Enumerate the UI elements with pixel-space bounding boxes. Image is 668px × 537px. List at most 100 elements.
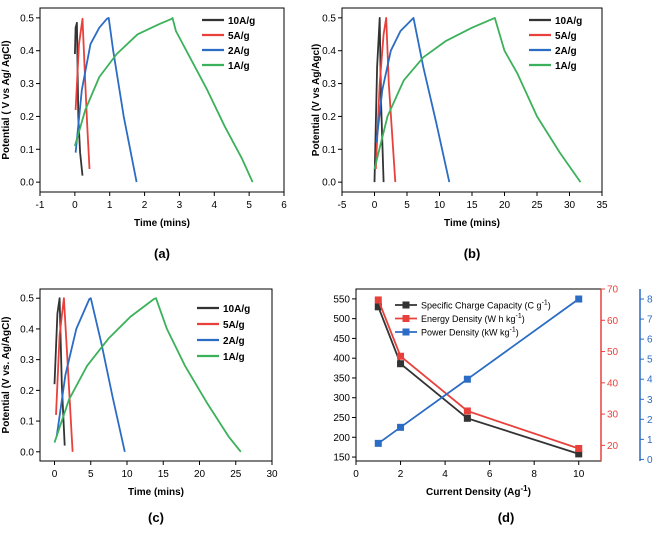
chart-panel-b: -5 0 5 10 15 20 25 30 35 0.0 0.1 0.2 0.3 0.4 0.5 Time (… xyxy=(311,7,608,261)
x-tick-label: 3 xyxy=(177,200,183,211)
data-point xyxy=(397,423,405,431)
y-tick-label: 0.5 xyxy=(20,294,34,305)
x-tick-label: 30 xyxy=(564,200,576,211)
data-point xyxy=(397,352,405,360)
x-tick-label: 15 xyxy=(158,469,170,480)
y-tick-label: 200 xyxy=(333,433,350,444)
y3-tick-label: 8 xyxy=(647,295,653,306)
legend-label: Power Density (kW kg-1) xyxy=(421,327,519,338)
data-point xyxy=(463,414,471,422)
legend-label: 10A/g xyxy=(555,16,582,27)
y-axis-label: Potential ( V vs Ag/ AgCl) xyxy=(1,40,12,159)
legend-label: 5A/g xyxy=(223,320,245,331)
data-point xyxy=(374,439,382,447)
x-tick-label: 15 xyxy=(466,200,478,211)
legend-label: 1A/g xyxy=(555,61,577,72)
y2-tick-label: 70 xyxy=(607,285,619,296)
x-tick-label: 25 xyxy=(531,200,543,211)
x-tick-label: 35 xyxy=(596,200,608,211)
x-tick-label: 2 xyxy=(142,200,148,211)
y2-tick-label: 50 xyxy=(607,347,619,358)
legend-label: Specific Charge Capacity (C g-1) xyxy=(421,300,551,311)
legend-marker xyxy=(402,301,410,309)
y3-tick-label: 2 xyxy=(647,415,653,426)
data-point xyxy=(575,444,583,452)
legend-label: 10A/g xyxy=(228,16,255,27)
legend-label: 1A/g xyxy=(223,352,245,363)
series-line xyxy=(377,298,580,445)
y-tick-label: 0.3 xyxy=(20,355,34,366)
series-line xyxy=(375,16,451,183)
data-point xyxy=(374,303,382,311)
legend-label: 5A/g xyxy=(228,31,250,42)
x-tick-label: 25 xyxy=(230,469,242,480)
data-point xyxy=(397,360,405,368)
series-line xyxy=(374,16,397,183)
x-tick-label: 5 xyxy=(246,200,252,211)
y2-tick-label: 40 xyxy=(607,378,619,389)
y3-tick-label: 0 xyxy=(647,455,653,466)
y-tick-label: 0.3 xyxy=(20,79,34,90)
y-tick-label: 550 xyxy=(333,294,350,305)
x-axis-label: Time (mins) xyxy=(444,218,500,229)
y2-tick-label: 60 xyxy=(607,316,619,327)
x-tick-label: 6 xyxy=(281,200,287,211)
legend-label: 2A/g xyxy=(228,46,250,57)
series-line xyxy=(373,16,582,183)
series-line xyxy=(377,299,579,450)
series-line xyxy=(55,297,74,452)
y-axis-label: Potential (V vs. Ag/AgCl) xyxy=(1,317,12,434)
x-axis-label: Time (mins) xyxy=(134,218,190,229)
x-tick-label: 5 xyxy=(88,469,94,480)
y3-tick-label: 4 xyxy=(647,375,653,386)
data-point xyxy=(575,295,583,303)
legend-label: Energy Density (W h kg-1) xyxy=(421,313,525,324)
series-line xyxy=(74,16,254,183)
legend-label: 5A/g xyxy=(555,31,577,42)
y-tick-label: 0.4 xyxy=(322,46,336,57)
chart-panel-d: 0 2 4 6 8 10150200250300350400450500550203040… xyxy=(333,285,653,526)
x-tick-label: 0 xyxy=(72,200,78,211)
y-tick-label: 0.1 xyxy=(322,145,336,156)
y2-tick-label: 20 xyxy=(607,441,619,452)
plot-frame xyxy=(39,288,273,462)
x-tick-label: -5 xyxy=(338,200,347,211)
panel-label: (a) xyxy=(154,246,170,261)
series-line xyxy=(55,297,126,452)
x-tick-label: 5 xyxy=(404,200,410,211)
y-tick-label: 0.0 xyxy=(322,178,336,189)
y2-tick-label: 30 xyxy=(607,410,619,421)
plot-frame xyxy=(39,7,285,193)
legend-marker xyxy=(402,315,410,322)
y-tick-label: 0.1 xyxy=(20,145,34,156)
data-point xyxy=(374,296,382,304)
panel-label: (c) xyxy=(148,510,164,525)
panel-label: (d) xyxy=(498,510,515,525)
x-tick-label: 10 xyxy=(573,469,585,480)
y-tick-label: 0.2 xyxy=(20,386,34,397)
x-tick-label: 4 xyxy=(212,200,218,211)
x-tick-label: 8 xyxy=(531,469,537,480)
x-tick-label: 30 xyxy=(266,469,278,480)
x-tick-label: 10 xyxy=(121,469,133,480)
legend-label: 2A/g xyxy=(555,46,577,57)
y-tick-label: 0.1 xyxy=(20,417,34,428)
y-tick-label: 0.4 xyxy=(20,324,34,335)
y-tick-label: 0.2 xyxy=(322,112,336,123)
legend-marker xyxy=(402,328,410,336)
y3-tick-label: 5 xyxy=(647,355,653,366)
x-axis-label: Time (mins) xyxy=(128,487,184,498)
x-tick-label: 0 xyxy=(52,469,58,480)
series-line xyxy=(53,297,242,453)
series-line xyxy=(74,17,91,170)
data-point xyxy=(463,375,471,383)
x-tick-label: 2 xyxy=(398,469,404,480)
y-tick-label: 0.2 xyxy=(20,112,34,123)
x-tick-label: -1 xyxy=(36,200,45,211)
y-tick-label: 500 xyxy=(333,314,350,325)
x-tick-label: 6 xyxy=(487,469,493,480)
y3-tick-label: 7 xyxy=(647,315,653,326)
y-tick-label: 0.4 xyxy=(20,46,34,57)
